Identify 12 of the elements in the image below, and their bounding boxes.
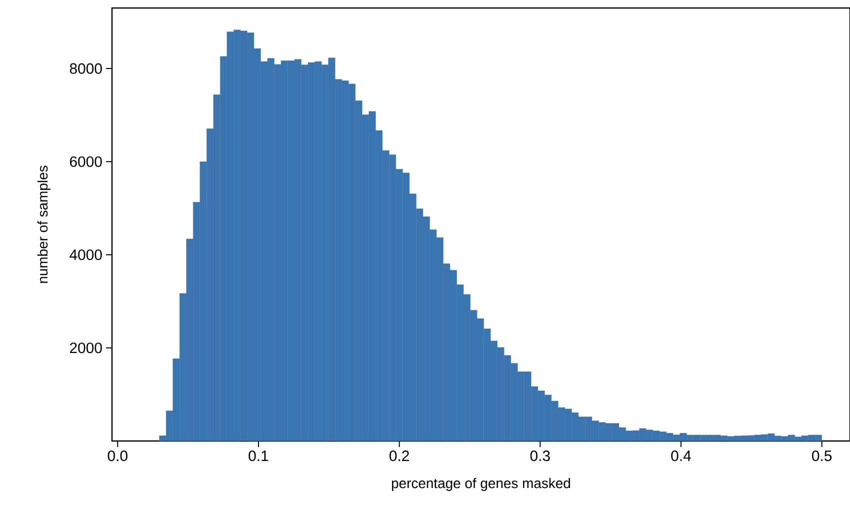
x-tick-label: 0.0: [108, 450, 128, 462]
x-tick-label: 0.3: [530, 450, 550, 462]
x-tick-label: 0.5: [812, 450, 832, 462]
x-axis-title: percentage of genes masked: [392, 478, 570, 491]
x-tick-label: 0.4: [671, 450, 691, 462]
y-tick-label: 2000: [70, 342, 102, 354]
y-axis-title: number of samples: [37, 166, 50, 283]
y-tick-label: 8000: [70, 63, 102, 74]
y-tick-label: 4000: [70, 249, 102, 260]
y-tick-label: 6000: [70, 156, 102, 167]
x-tick-label: 0.1: [248, 450, 268, 462]
x-tick-label: 0.2: [390, 450, 409, 462]
